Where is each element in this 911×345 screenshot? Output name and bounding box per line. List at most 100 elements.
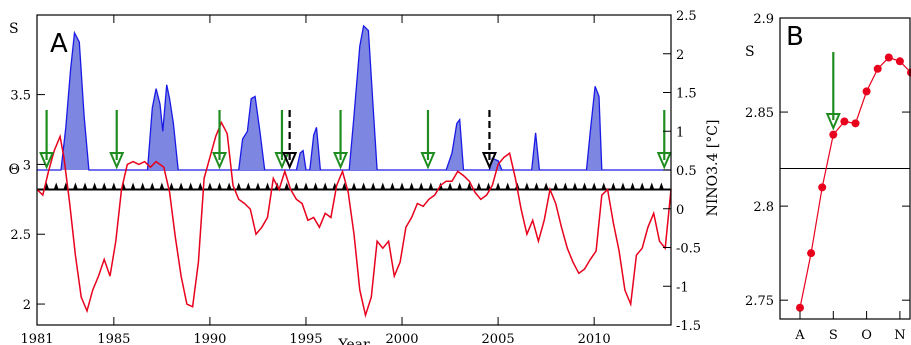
b-y-tick-label: 2.85 bbox=[745, 106, 774, 121]
dashed-arrow-head bbox=[282, 152, 298, 170]
triangle-marker bbox=[447, 182, 453, 190]
a-left-tick-label: 3 bbox=[23, 158, 31, 173]
triangle-marker bbox=[543, 182, 549, 190]
b-point bbox=[840, 117, 849, 126]
triangle-markers bbox=[44, 182, 664, 190]
triangle-marker bbox=[476, 182, 482, 190]
triangle-marker bbox=[610, 182, 616, 190]
triangle-marker bbox=[265, 182, 271, 190]
triangle-marker bbox=[197, 182, 203, 190]
triangle-marker bbox=[658, 182, 664, 190]
b-y-tick-label: 2.8 bbox=[753, 200, 774, 215]
b-y-tick-label: 2.9 bbox=[753, 12, 774, 27]
triangle-marker bbox=[380, 182, 386, 190]
panel-a-axes: 1981 1985 1990 1995 2000 2005 2010 2 2.5 3 3.5 -1.5… bbox=[10, 9, 701, 345]
triangle-marker bbox=[630, 182, 636, 190]
green-arrow-head bbox=[39, 152, 55, 170]
a-x-tick-label: 1981 bbox=[20, 332, 53, 345]
b-line bbox=[799, 56, 911, 308]
a-right-tick-label: 2 bbox=[676, 48, 684, 63]
nino34-line-3 bbox=[295, 149, 307, 171]
triangle-marker bbox=[303, 182, 309, 190]
b-point bbox=[873, 64, 882, 73]
b-y-axis-title: S bbox=[745, 44, 755, 60]
nino34-series bbox=[37, 24, 671, 171]
a-x-tick-label: 1995 bbox=[289, 332, 322, 345]
triangle-marker bbox=[361, 182, 367, 190]
triangle-marker bbox=[284, 182, 290, 190]
triangle-marker bbox=[188, 182, 194, 190]
triangle-marker bbox=[101, 182, 107, 190]
green-arrow-head bbox=[333, 152, 349, 170]
nino34-line-6 bbox=[445, 117, 465, 171]
triangle-marker bbox=[130, 182, 136, 190]
a-x-axis-title: Year bbox=[337, 337, 370, 345]
triangle-marker bbox=[322, 182, 328, 190]
nino34-line-5 bbox=[348, 24, 378, 171]
a-x-tick-label: 2010 bbox=[578, 332, 611, 345]
s-series bbox=[36, 120, 672, 319]
a-right-tick-label: 2.5 bbox=[676, 9, 697, 24]
panel-a: 1981 1985 1990 1995 2000 2005 2010 2 2.5 3 3.5 -1.5… bbox=[9, 9, 721, 345]
dashed-arrow-head bbox=[481, 152, 497, 170]
a-x-tick-label: 1985 bbox=[97, 332, 130, 345]
triangle-marker bbox=[399, 182, 405, 190]
a-left-tick-label: 2.5 bbox=[10, 228, 31, 243]
b-point bbox=[851, 119, 860, 128]
triangle-marker bbox=[639, 182, 645, 190]
triangle-marker bbox=[236, 182, 242, 190]
triangle-marker bbox=[370, 182, 376, 190]
triangle-marker bbox=[159, 182, 165, 190]
nino34-line-4 bbox=[309, 127, 322, 171]
b-point bbox=[818, 183, 827, 192]
triangle-marker bbox=[140, 182, 146, 190]
triangle-marker bbox=[428, 182, 434, 190]
a-right-tick-label: 1 bbox=[676, 125, 684, 140]
triangle-marker bbox=[389, 182, 395, 190]
nino34-line-9 bbox=[585, 86, 603, 171]
triangle-marker bbox=[92, 182, 98, 190]
triangle-marker bbox=[313, 182, 319, 190]
triangle-marker bbox=[149, 182, 155, 190]
triangle-marker bbox=[620, 182, 626, 190]
b-s-series bbox=[796, 53, 911, 312]
b-onset-arrow bbox=[825, 52, 841, 131]
triangle-marker bbox=[111, 182, 117, 190]
a-x-tick-label: 2005 bbox=[482, 332, 515, 345]
triangle-marker bbox=[245, 182, 251, 190]
triangle-marker bbox=[562, 182, 568, 190]
triangle-marker bbox=[534, 182, 540, 190]
triangle-marker bbox=[351, 182, 357, 190]
nino34-line-8 bbox=[531, 132, 541, 171]
triangle-marker bbox=[524, 182, 530, 190]
b-point bbox=[829, 130, 838, 139]
b-x-tick-label: N bbox=[894, 328, 905, 343]
triangle-marker bbox=[226, 182, 232, 190]
triangle-marker bbox=[591, 182, 597, 190]
triangle-marker bbox=[485, 182, 491, 190]
triangle-marker bbox=[457, 182, 463, 190]
a-right-tick-label: 0.5 bbox=[676, 164, 697, 179]
triangle-marker bbox=[649, 182, 655, 190]
triangle-marker bbox=[582, 182, 588, 190]
green-arrow-head bbox=[656, 152, 672, 170]
triangle-marker bbox=[418, 182, 424, 190]
a-left-tick-label: 3.5 bbox=[10, 89, 31, 104]
panel-b-frame bbox=[779, 17, 911, 320]
triangle-marker bbox=[341, 182, 347, 190]
triangle-marker bbox=[44, 182, 50, 190]
triangle-marker bbox=[72, 182, 78, 190]
panel-letter-a: A bbox=[50, 29, 68, 59]
triangle-marker bbox=[217, 182, 223, 190]
b-point bbox=[807, 249, 816, 258]
triangle-marker bbox=[572, 182, 578, 190]
nino34-line-0 bbox=[37, 30, 671, 171]
a-right-tick-label: -1.5 bbox=[676, 319, 701, 334]
a-x-tick-label: 2000 bbox=[385, 332, 418, 345]
triangle-marker bbox=[409, 182, 415, 190]
green-arrow-head bbox=[274, 152, 290, 170]
a-right-tick-label: 0 bbox=[676, 203, 684, 218]
b-green-arrow-head bbox=[825, 113, 841, 131]
b-x-tick-label: O bbox=[861, 328, 872, 343]
